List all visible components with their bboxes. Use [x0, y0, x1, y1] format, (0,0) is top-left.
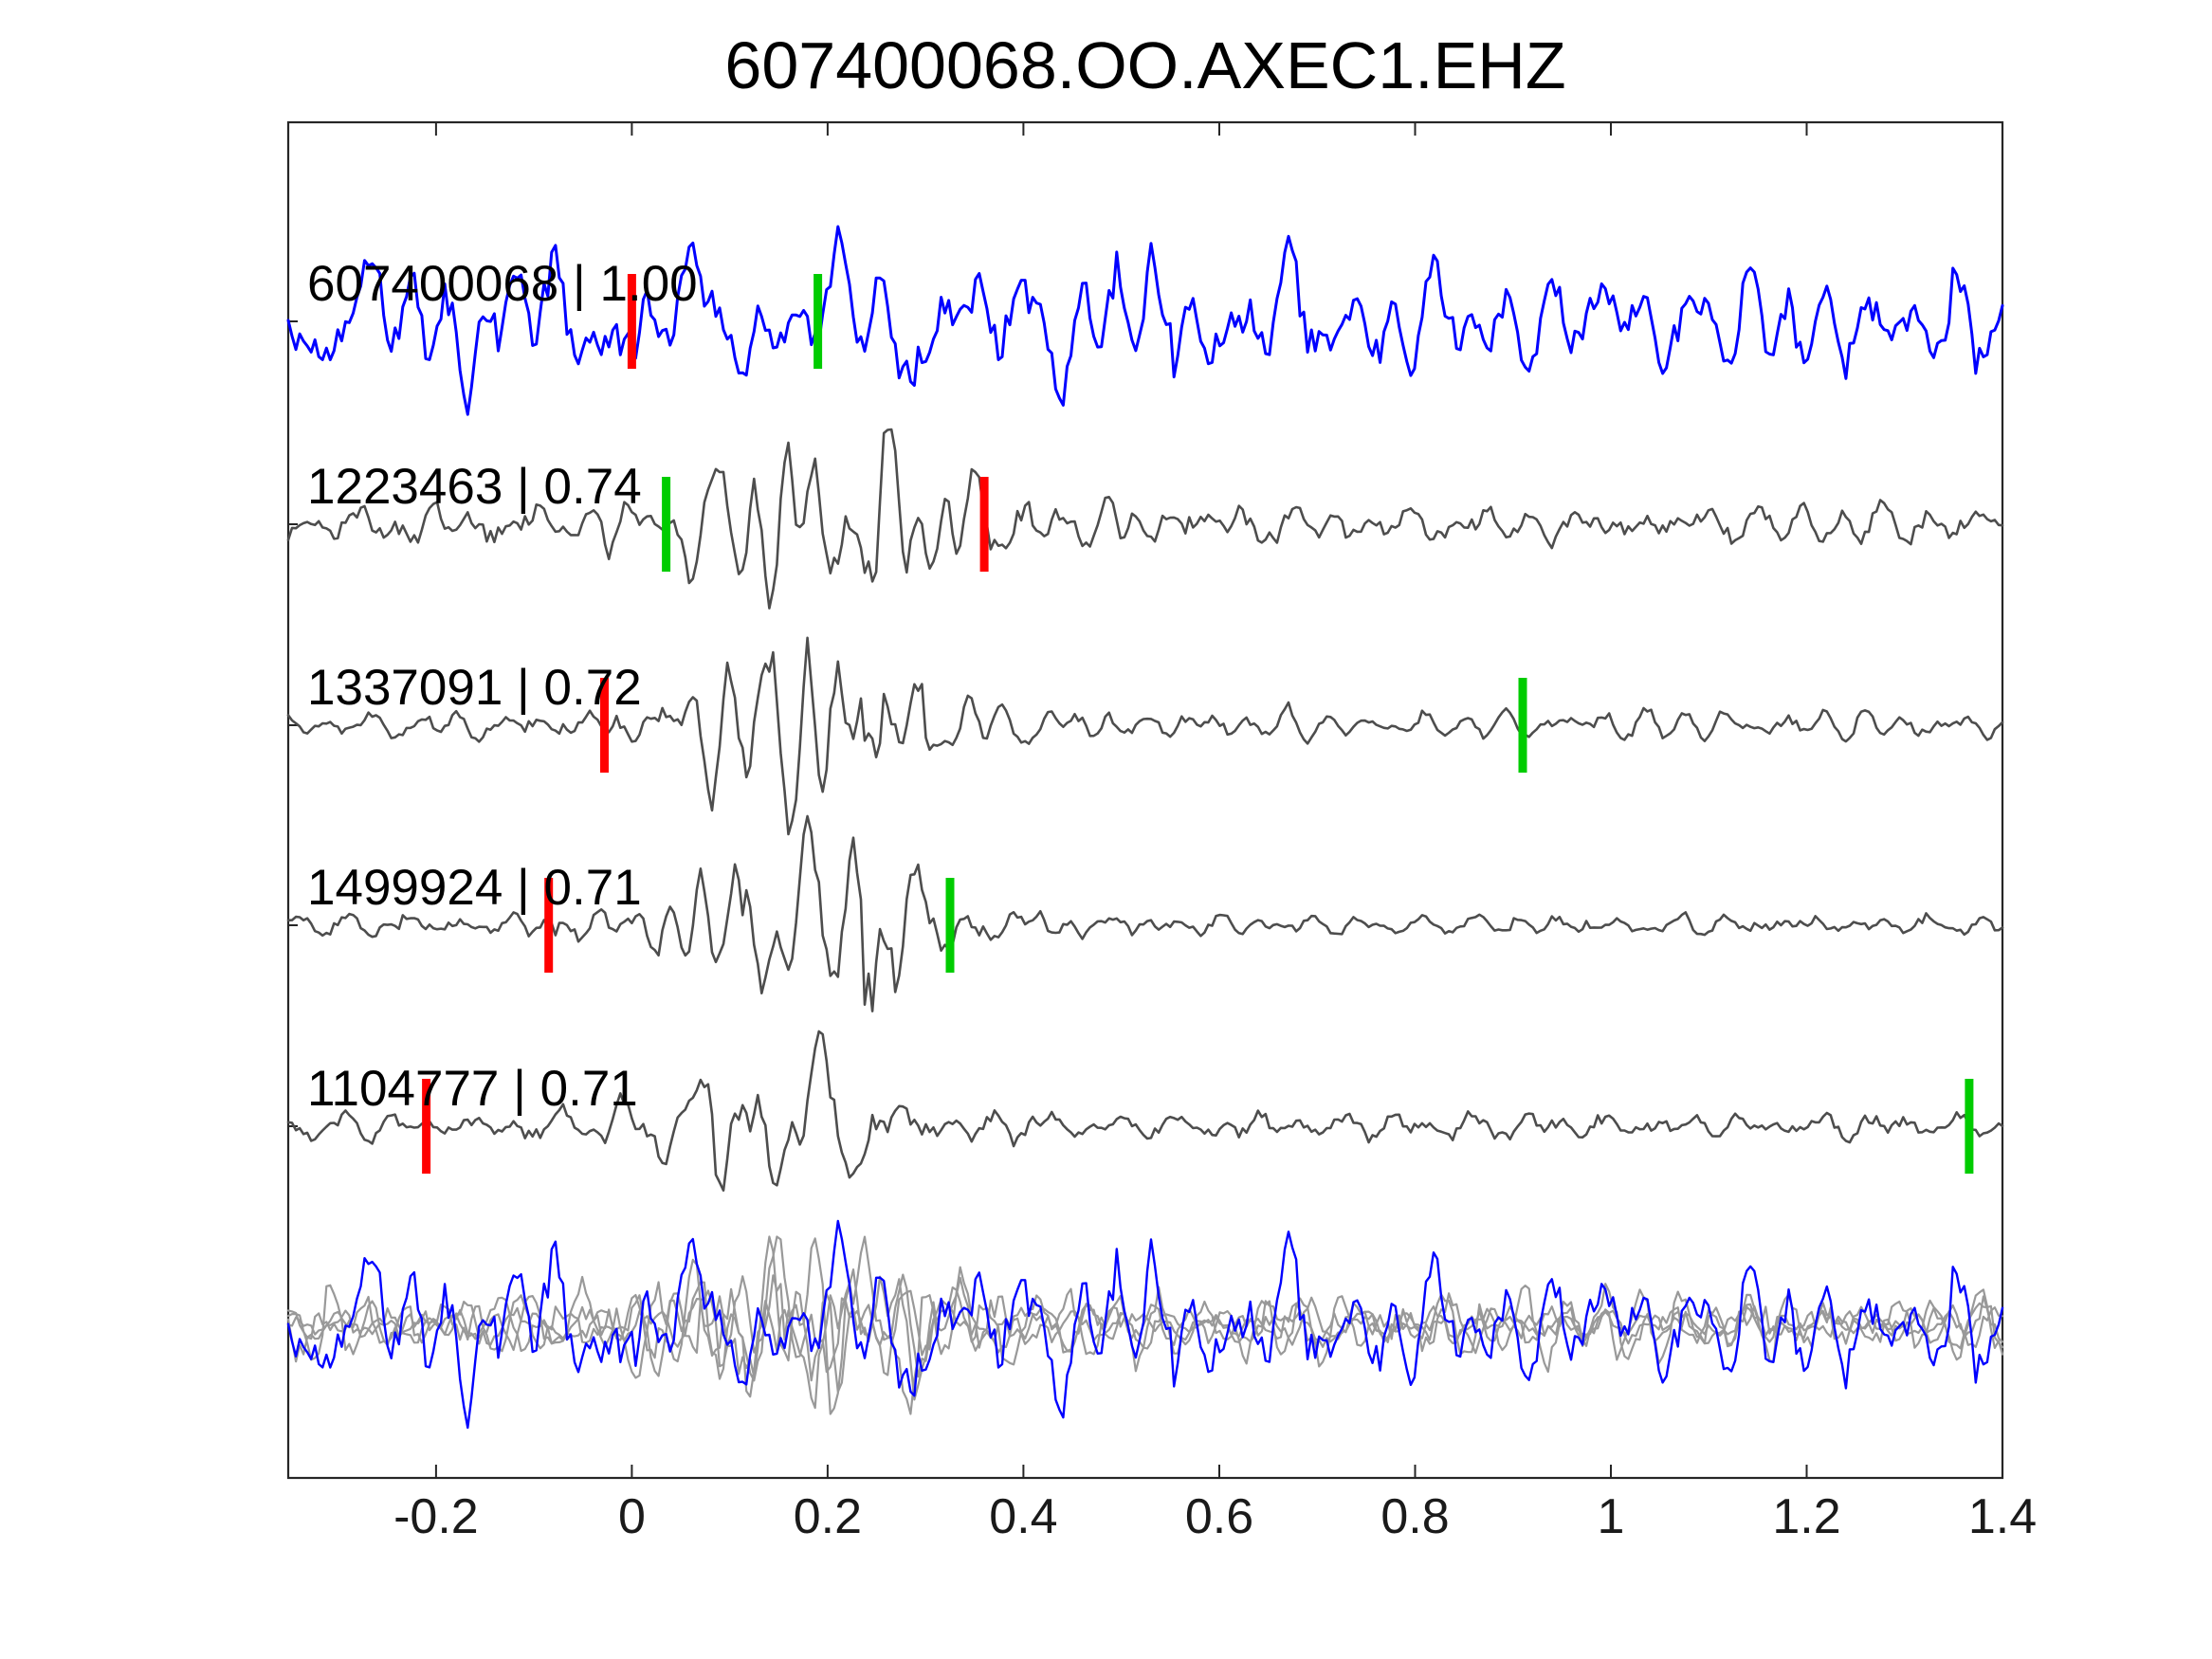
svg-text:607400068.OO.AXEC1.EHZ: 607400068.OO.AXEC1.EHZ	[724, 28, 1565, 102]
svg-text:1.2: 1.2	[1772, 1489, 1840, 1544]
svg-text:1.4: 1.4	[1968, 1489, 2037, 1544]
svg-text:0.2: 0.2	[794, 1489, 862, 1544]
svg-text:0.8: 0.8	[1380, 1489, 1449, 1544]
svg-text:0.6: 0.6	[1185, 1489, 1253, 1544]
svg-text:607400068 | 1.00: 607400068 | 1.00	[307, 256, 698, 312]
svg-text:0: 0	[618, 1489, 646, 1544]
svg-text:1223463 | 0.74: 1223463 | 0.74	[307, 459, 642, 515]
svg-text:1337091 | 0.72: 1337091 | 0.72	[307, 660, 642, 716]
svg-text:1: 1	[1598, 1489, 1625, 1544]
svg-text:-0.2: -0.2	[393, 1489, 479, 1544]
svg-text:1104777 | 0.71: 1104777 | 0.71	[307, 1061, 638, 1117]
svg-text:1499924 | 0.71: 1499924 | 0.71	[307, 860, 642, 916]
svg-text:0.4: 0.4	[989, 1489, 1057, 1544]
